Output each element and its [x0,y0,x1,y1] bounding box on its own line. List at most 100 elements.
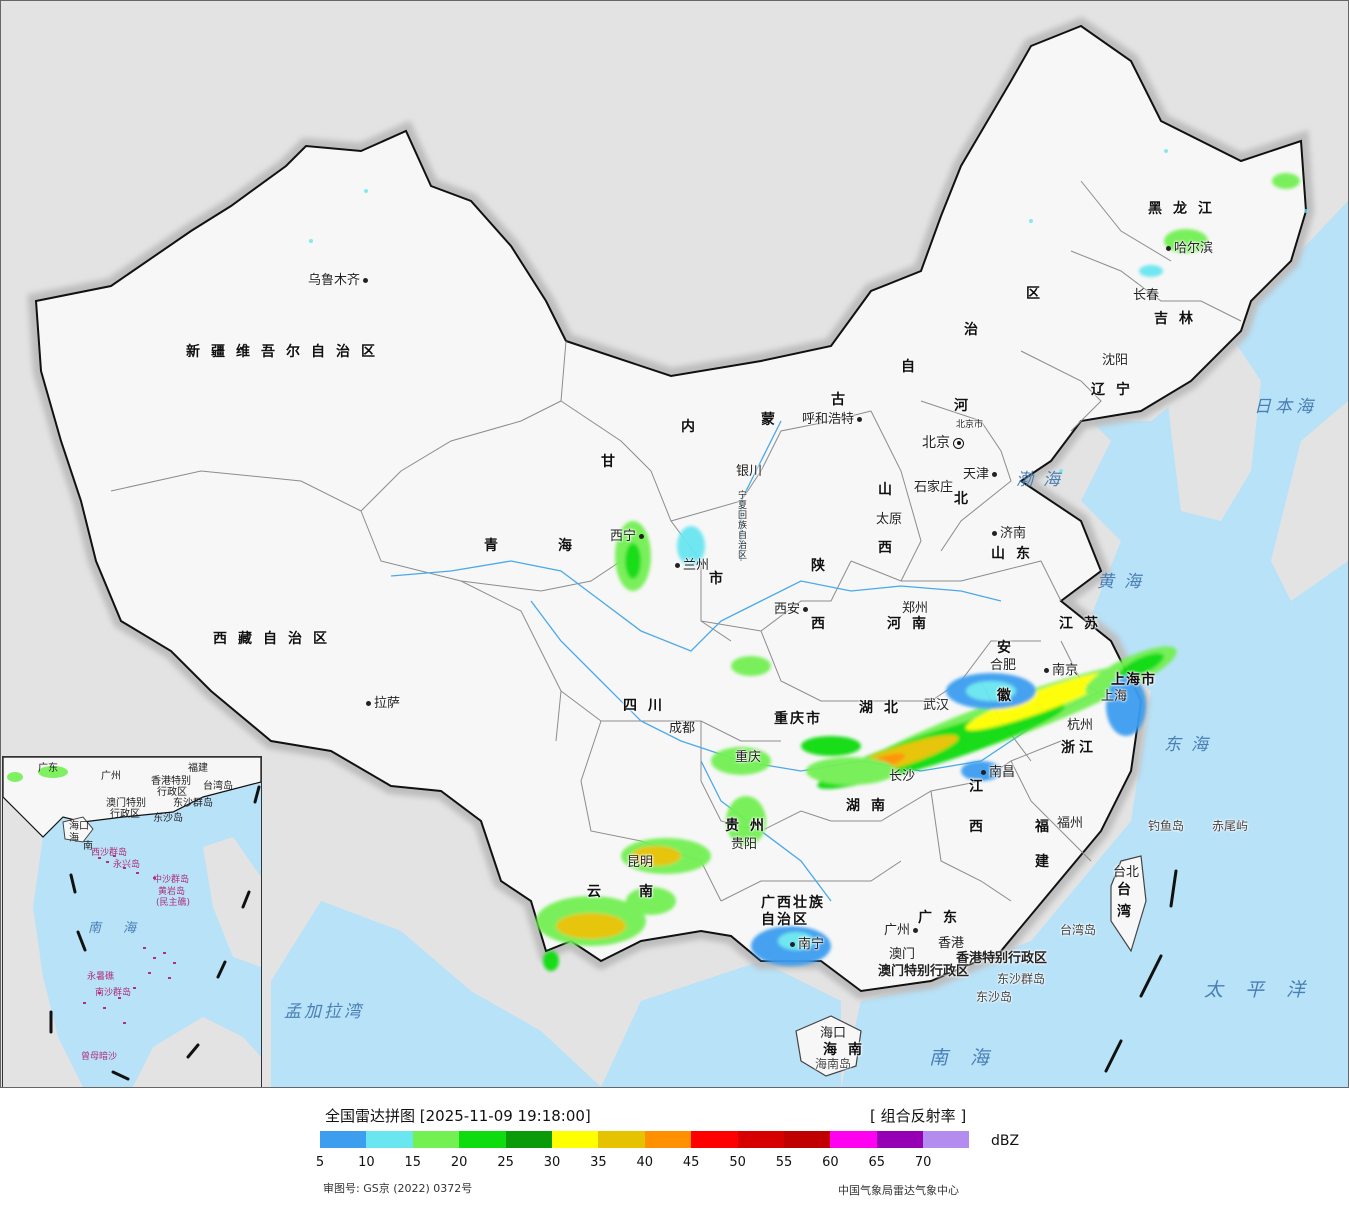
city-dot [803,607,809,612]
legend-tick-label: 20 [450,1155,468,1170]
legend-swatch [830,1131,877,1148]
city-haikou: 海口 [820,1026,847,1041]
region-gansu: 甘 [601,454,623,470]
legend-swatch [366,1131,413,1148]
city-kunming: 昆明 [627,855,654,870]
city-jinan: 济南 [989,522,1026,541]
inset-hk-label-2: 行政区 [157,787,187,798]
city-changsha: 长沙 [889,769,916,784]
legend-swatch [459,1131,506,1148]
region-neimenggu-1: 内 [681,419,703,435]
sea-south: 南海 [929,1047,1012,1069]
map-approval-number: 审图号: GS京 (2022) 0372号 [323,1182,473,1195]
city-lanzhou: 兰州 [672,554,709,573]
region-guizhou: 贵州 [725,818,775,834]
inset-canvas [3,757,261,1087]
legend-tick-label: 55 [775,1155,793,1170]
region-fujian-1: 福 [1035,819,1057,835]
city-nanning: 南宁 [787,933,824,952]
city-dot [790,942,795,947]
legend-swatch [551,1131,599,1148]
legend-tick-label: 45 [682,1155,700,1170]
region-chongqing: 重庆市 [774,711,822,727]
inset-nansha-label: 南沙群岛 [95,988,132,998]
city-changchun: 长春 [1133,288,1160,303]
inset-echo [7,766,68,782]
city-taiyuan: 太原 [876,512,903,527]
city-aomen: 澳门 [889,947,916,962]
legend-swatch [737,1131,784,1148]
inset-guangzhou-label: 广州 [101,771,121,782]
region-anhui-2: 徽 [997,688,1019,704]
legend-tick-label: 70 [914,1155,932,1170]
inset-macau-label-2: 行政区 [110,809,140,820]
city-xining: 西宁 [610,525,647,544]
region-hainan: 海南 [823,1042,873,1058]
japan-land [1271,401,1348,601]
region-shanxi-1: 山 [878,482,900,498]
region-jiangxi-2: 西 [969,819,991,835]
bay-of-bengal [1,901,601,1087]
region-hunan: 湖南 [846,798,896,814]
legend-ticks: 5 10 15 20 25 30 35 40 45 50 55 60 65 70 [0,1155,1100,1173]
region-neimenggu-2: 蒙 [761,412,783,428]
legend-tick-label: 15 [404,1155,422,1170]
region-shaanxi-2: 西 [811,616,833,632]
sea-pacific: 太平洋 [1204,979,1328,1001]
sea-bohai: 渤海 [1016,470,1070,490]
inset-sea-label-2: 海 [123,921,151,936]
rivers [390,420,1102,902]
producer-organization: 中国气象局雷达气象中心 [838,1184,959,1197]
region-qinghai-1: 青 [484,538,506,554]
region-taiwan-1: 台 [1117,882,1139,898]
city-guiyang: 贵阳 [731,837,758,852]
region-shanghai: 上海市 [1111,672,1156,688]
inset-macau-label: 澳门特别 [106,798,146,809]
hainan-island [795,1015,862,1077]
radar-map[interactable]: 新疆维吾尔自治区 西藏自治区 青 海 甘 内 蒙 古 自 治 区 黑龙江 吉林 … [0,0,1349,1088]
region-sichuan: 四川 [623,698,673,714]
map-canvas [1,16,1348,1087]
city-dot [639,534,645,539]
city-fuzhou: 福州 [1057,816,1084,831]
region-macau: 澳门特别行政区 [878,964,970,979]
sea-japan: 日本海 [1254,397,1317,417]
legend-swatch [691,1131,738,1148]
region-hubei: 湖北 [859,700,909,716]
inset-hainan [62,816,94,843]
island-chiwei: 赤尾屿 [1212,819,1249,833]
south-china-sea-inset: 广东 广州 福建 台湾岛 香港特别 行政区 澳门特别 行政区 东沙群岛 东沙岛 … [2,756,262,1087]
city-nanjing: 南京 [1041,659,1078,678]
inset-dash-line [49,785,261,1081]
legend-tick-label: 5 [315,1155,325,1170]
inset-huangyan-label-2: (民主礁) [156,898,191,908]
region-ningxia: 宁夏回族自治区 [738,491,748,561]
legend-panel: 全国雷达拼图 [2025-11-09 19:18:00] [ 组合反射率 ] d… [0,1088,1349,1208]
region-shandong: 山东 [991,546,1041,562]
city-wuhan: 武汉 [923,698,950,713]
legend-tick-label: 40 [636,1155,654,1170]
city-urumqi: 乌鲁木齐 [308,269,371,288]
city-nanchang: 南昌 [978,761,1015,780]
inset-dongsha-island-label: 东沙岛 [153,813,183,824]
city-hefei: 合肥 [990,658,1017,673]
legend-swatch [598,1131,645,1148]
region-guangxi-2: 自治区 [761,912,809,928]
city-dot [992,531,997,536]
nine-dash-line [1104,869,1178,1073]
island-dongsha-island: 东沙岛 [976,990,1013,1004]
island-taiwan: 台湾岛 [1060,923,1097,937]
region-xizang: 西藏自治区 [213,631,338,647]
legend-swatch [412,1131,460,1148]
island-diaoyu: 钓鱼岛 [1148,819,1185,833]
inset-zhongsha-label: 中沙群岛 [153,875,190,885]
legend-swatch [644,1131,692,1148]
region-heilongjiang: 黑龙江 [1148,201,1223,217]
city-chengdu: 成都 [669,721,696,736]
legend-tick-label: 50 [729,1155,746,1170]
inset-hk-label: 香港特别 [151,776,191,787]
region-hongkong: 香港特别行政区 [956,951,1048,966]
region-neimenggu-6: 区 [1026,286,1048,302]
city-shanghai: 上海 [1101,689,1128,704]
